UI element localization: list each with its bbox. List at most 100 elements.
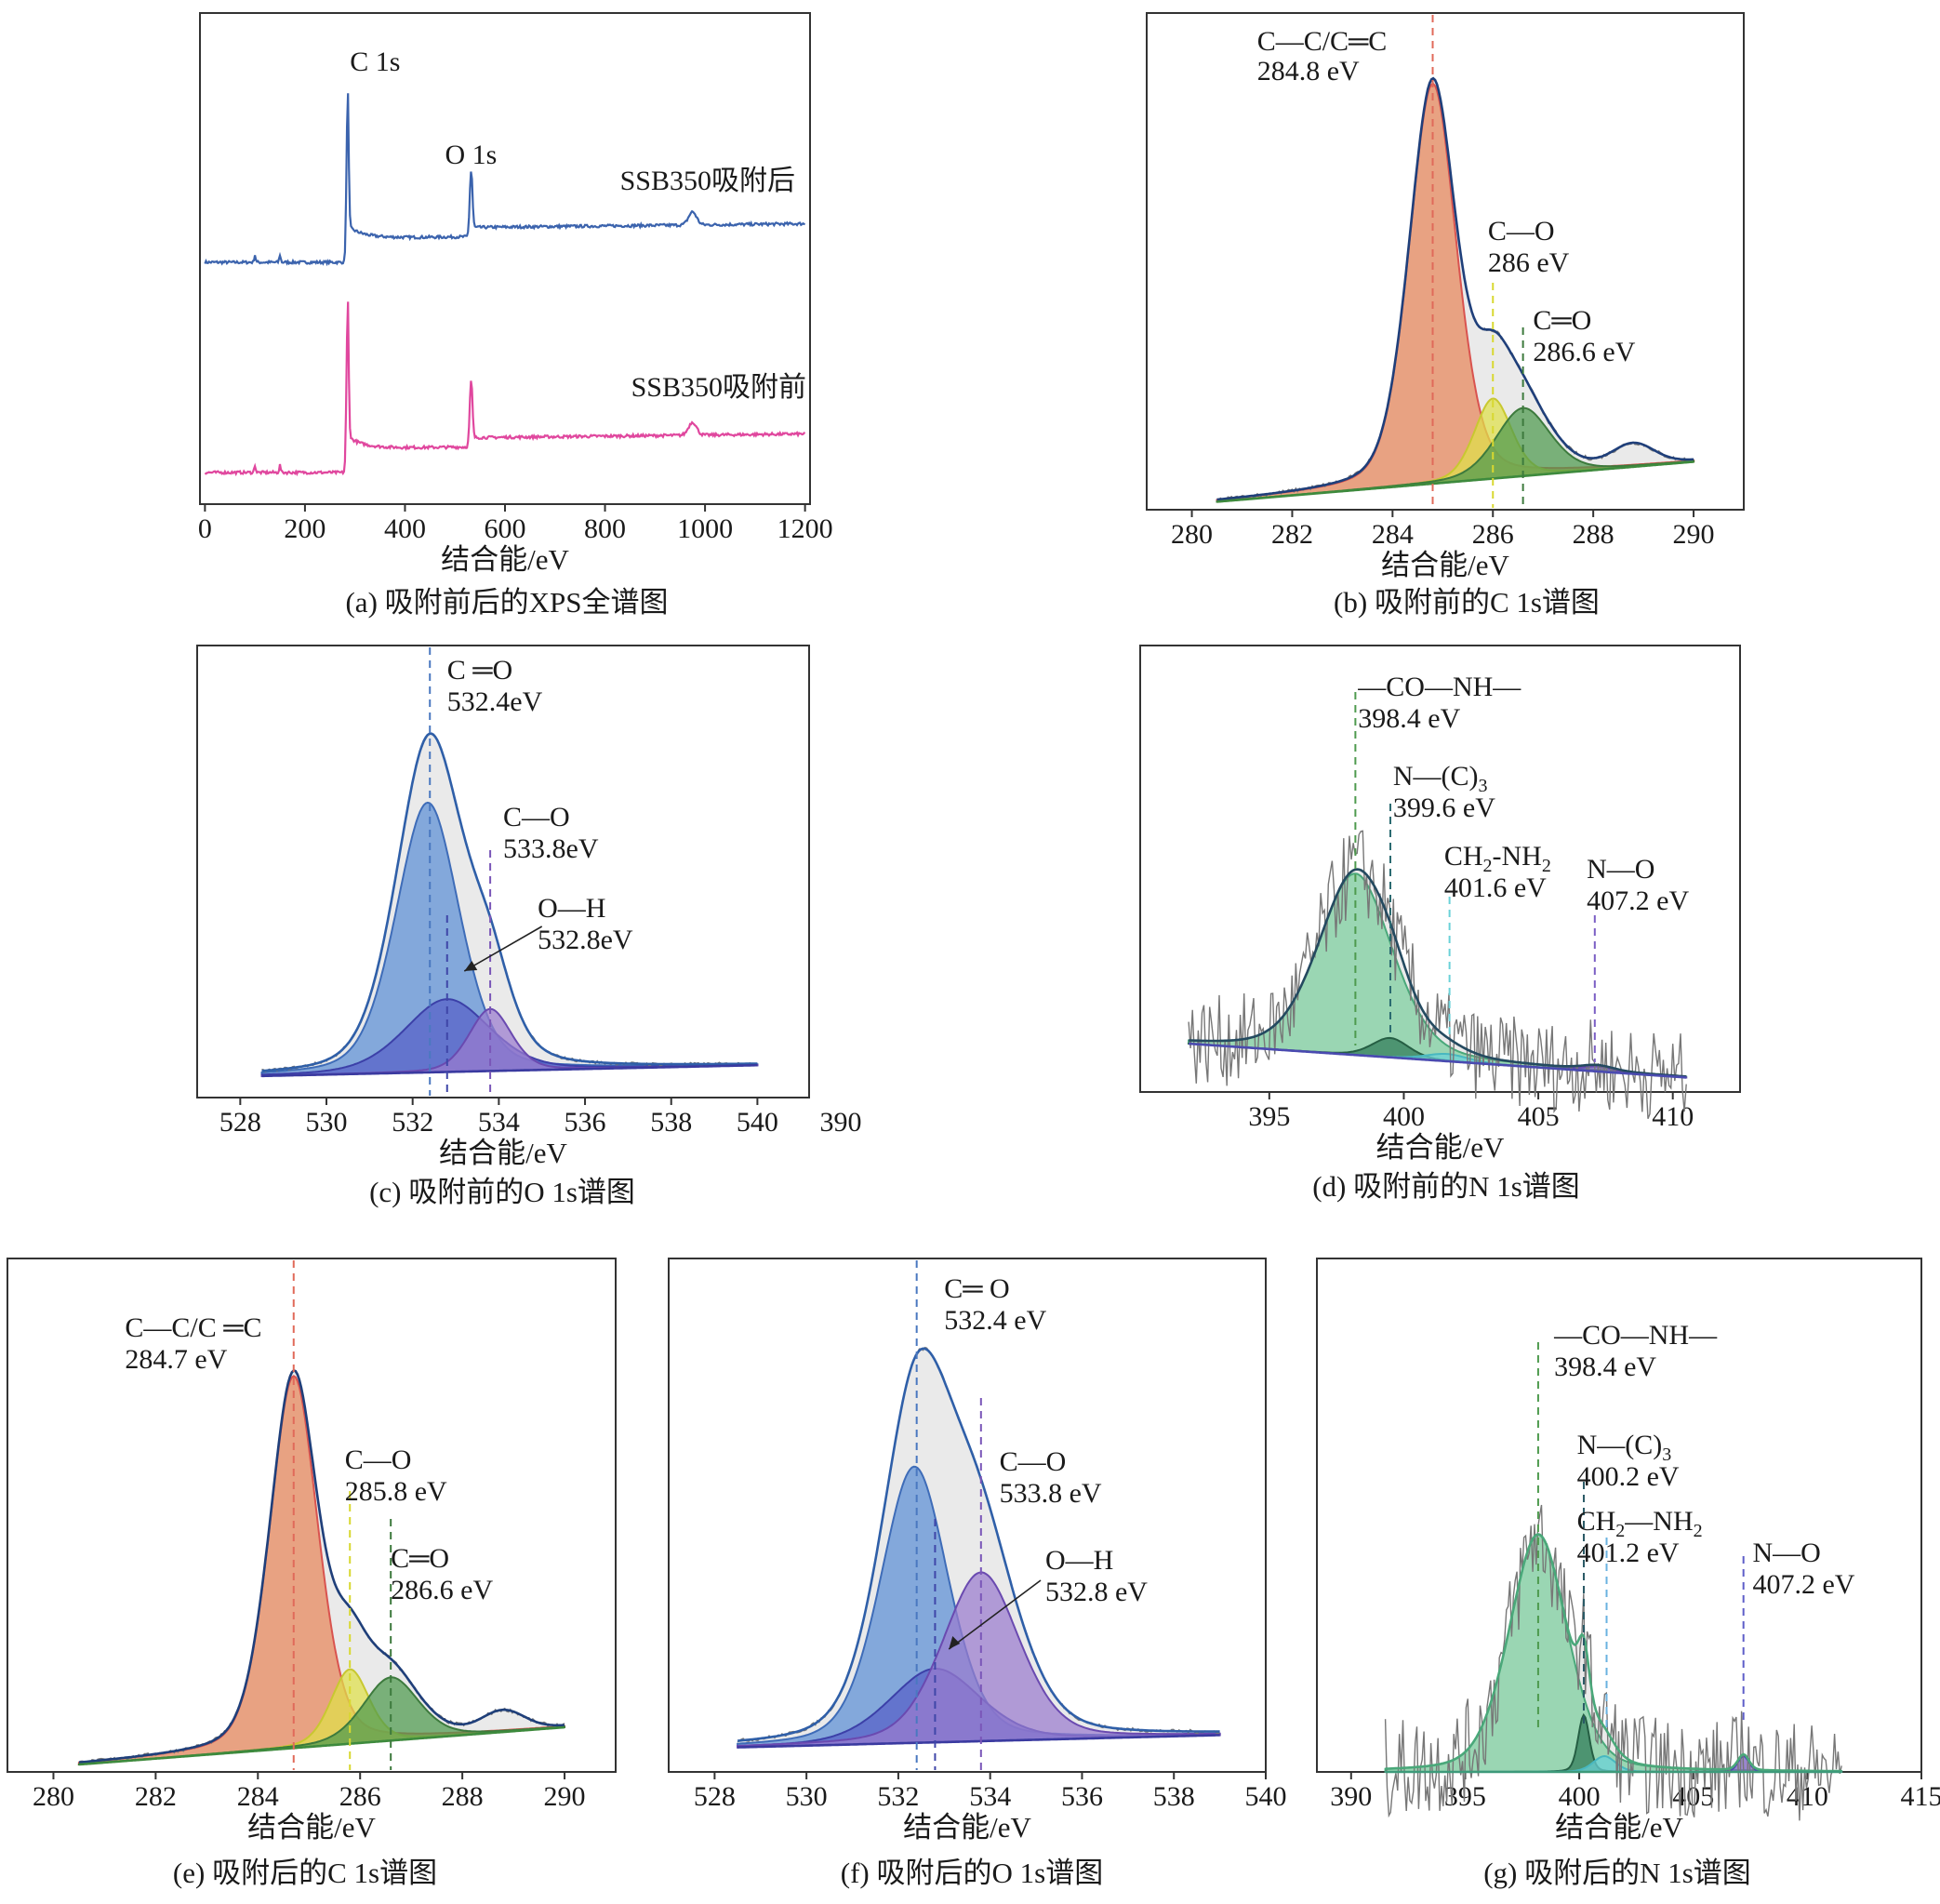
x-tick-label: 1000	[677, 513, 733, 544]
axes-frame	[7, 1258, 617, 1773]
panel-caption: (d) 吸附前的N 1s谱图	[1312, 1170, 1580, 1203]
panel-caption: (f) 吸附后的O 1s谱图	[841, 1857, 1103, 1889]
x-tick-label: 288	[442, 1781, 484, 1812]
x-tick-label: 390	[1330, 1781, 1372, 1812]
peak-annotation: O 1s	[445, 140, 497, 170]
panel-c: 528 530 532 534 536 538 540 390 结合能/eV (c) 吸附前的O …	[196, 645, 862, 1208]
peak-annotation: C—O	[503, 802, 570, 832]
x-tick-label: 395	[1248, 1101, 1290, 1132]
x-tick-label: 538	[650, 1107, 692, 1138]
x-tick-label: 400	[1559, 1781, 1601, 1812]
x-tick-label: 532	[877, 1781, 919, 1812]
x-tick-label: 286	[339, 1781, 381, 1812]
x-tick-label: 600	[485, 513, 526, 544]
peak-annotation: 533.8eV	[503, 833, 599, 864]
x-tick-label: 536	[565, 1107, 606, 1138]
peak-annotation: 400.2 eV	[1577, 1461, 1680, 1492]
x-tick-label: 540	[737, 1107, 778, 1138]
envelope-fill	[261, 733, 758, 1076]
fitted-envelope	[737, 1347, 1220, 1742]
baseline	[261, 1063, 758, 1078]
peak-annotation: 532.8eV	[538, 925, 633, 955]
x-tick-label: 528	[219, 1107, 261, 1138]
x-tick-label: 290	[544, 1781, 586, 1812]
x-tick-label: 410	[1652, 1101, 1694, 1132]
x-tick-label: 530	[786, 1781, 828, 1812]
x-tick-label: 536	[1061, 1781, 1103, 1812]
peak-annotation: SSB350吸附前	[631, 372, 806, 403]
x-tick-label: 534	[969, 1781, 1011, 1812]
peak-annotation: O—H	[538, 893, 605, 924]
peak-annotation: 532.4eV	[447, 686, 543, 717]
fitted-envelope	[1216, 76, 1694, 501]
survey-spectrum	[204, 93, 805, 267]
x-tick-label: 284	[237, 1781, 279, 1812]
panel-caption: (g) 吸附后的N 1s谱图	[1483, 1857, 1751, 1889]
component-peak-c-c	[1216, 82, 1695, 503]
envelope-fill	[737, 1348, 1220, 1748]
x-tick-label: 540	[1245, 1781, 1287, 1812]
x-axis-label: 结合能/eV	[1381, 549, 1509, 581]
x-axis-label: 结合能/eV	[1555, 1811, 1683, 1844]
panel-f: 528 530 532 534 536 538 540 结合能/eV (f) 吸附后的O 1s谱…	[668, 1258, 1287, 1889]
panel-caption: (a) 吸附前后的XPS全谱图	[345, 586, 668, 619]
peak-annotation: O—H	[1045, 1545, 1113, 1576]
baseline	[1189, 1042, 1687, 1079]
x-tick-label: 200	[284, 513, 326, 544]
panel-caption: (b) 吸附前的C 1s谱图	[1334, 586, 1600, 619]
baseline	[1216, 460, 1694, 503]
axes-frame	[196, 645, 810, 1098]
x-axis-label: 结合能/eV	[439, 1137, 567, 1169]
panel-a: 0 200 400 600 800 1000 1200 结合能/eV (a) 吸附前后的XPS全…	[198, 12, 833, 619]
fitted-envelope	[261, 732, 758, 1072]
x-tick-label: 400	[384, 513, 426, 544]
x-axis-label: 结合能/eV	[247, 1811, 376, 1844]
x-tick-label: 405	[1518, 1101, 1560, 1132]
x-tick-label: 282	[135, 1781, 177, 1812]
x-tick-label: 538	[1153, 1781, 1195, 1812]
baseline	[78, 1725, 565, 1766]
peak-annotation: 532.8 eV	[1045, 1577, 1148, 1607]
panel-e: 280 282 284 286 288 290 结合能/eV (e) 吸附后的C 1s谱图 C—…	[7, 1258, 617, 1889]
peak-annotation: 286.6 eV	[391, 1575, 493, 1605]
arrowhead	[949, 1636, 961, 1649]
peak-annotation: 398.4 eV	[1358, 703, 1460, 734]
peak-annotation: 401.2 eV	[1577, 1538, 1680, 1568]
panel-caption: (e) 吸附后的C 1s谱图	[173, 1857, 437, 1889]
axes-frame	[199, 12, 811, 505]
annotation-arrow	[463, 925, 543, 972]
peak-annotation: 398.4 eV	[1554, 1351, 1656, 1382]
x-axis-label: 结合能/eV	[1376, 1131, 1505, 1164]
peak-annotation: 399.6 eV	[1393, 792, 1495, 823]
peak-annotation: —CO—NH—	[1357, 672, 1521, 702]
peak-annotation: C—C/C ═C	[125, 1312, 261, 1343]
x-tick-label: 400	[1383, 1101, 1425, 1132]
axes-frame	[668, 1258, 1267, 1773]
peak-annotation: C—O	[1000, 1446, 1067, 1477]
peak-annotation: N—(C)3	[1577, 1430, 1672, 1465]
peak-annotation: SSB350吸附后	[620, 166, 795, 196]
arrowhead	[464, 961, 478, 971]
fitted-envelope	[78, 1368, 565, 1764]
x-tick-label: 1200	[777, 513, 833, 544]
peak-annotation: C—C/C═C	[1257, 26, 1388, 57]
peak-annotation: 286 eV	[1488, 247, 1570, 278]
baseline	[737, 1734, 1220, 1749]
peak-annotation: N—O	[1587, 854, 1654, 885]
peak-annotation: C—O	[1488, 216, 1555, 246]
peak-annotation: 401.6 eV	[1444, 872, 1547, 903]
panel-caption: (c) 吸附前的O 1s谱图	[369, 1176, 635, 1208]
axes-frame	[1146, 12, 1745, 511]
peak-annotation: 533.8 eV	[1000, 1478, 1102, 1509]
x-tick-label: 530	[306, 1107, 348, 1138]
fitted-envelope	[1189, 868, 1687, 1078]
peak-annotation: 286.6 eV	[1533, 337, 1635, 367]
peak-annotation: N—O	[1752, 1538, 1820, 1568]
peak-annotation: N—(C)3	[1393, 761, 1488, 796]
peak-annotation: 284.8 eV	[1257, 56, 1360, 87]
x-tick-label: 280	[33, 1781, 74, 1812]
annotation-arrow	[948, 1579, 1042, 1650]
